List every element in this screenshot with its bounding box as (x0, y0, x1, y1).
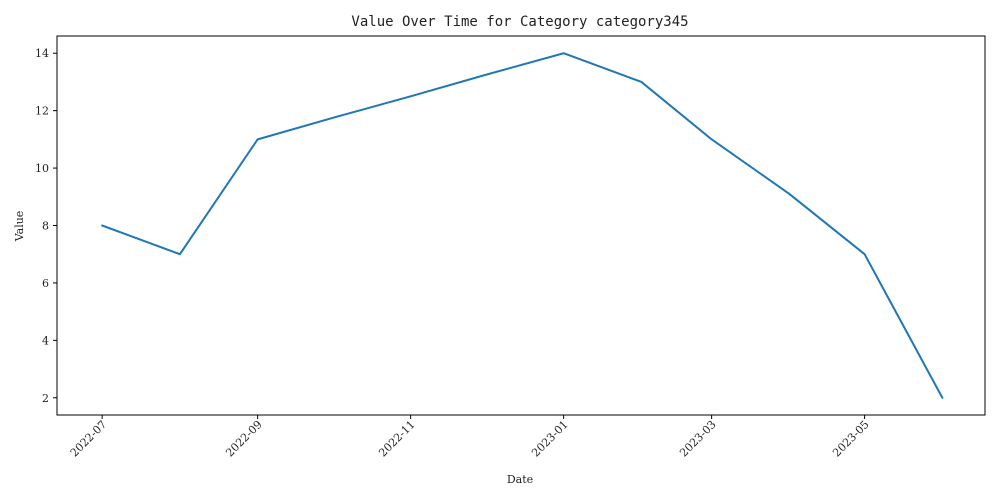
chart-title: Value Over Time for Category category345 (351, 14, 688, 30)
y-tick-label: 12 (35, 105, 49, 118)
y-tick-label: 2 (42, 392, 49, 405)
series-line (101, 52, 944, 399)
y-tick-label: 8 (42, 220, 49, 233)
x-tick-label: 2022-11 (376, 418, 418, 460)
x-axis-label: Date (507, 473, 533, 486)
y-tick-label: 6 (42, 277, 49, 290)
x-tick-label: 2023-05 (830, 418, 872, 460)
y-axis-label: Value (13, 211, 26, 243)
x-tick-label: 2023-01 (529, 418, 571, 460)
x-tick-label: 2023-03 (677, 418, 719, 460)
x-tick-label: 2022-07 (68, 418, 110, 460)
y-tick-label: 4 (42, 334, 49, 347)
x-tick-label: 2022-09 (223, 418, 265, 460)
y-axis: 2 4 6 8 10 12 14 (35, 47, 57, 405)
y-tick-label: 14 (35, 47, 49, 60)
x-axis: 2022-07 2022-09 2022-11 2023-01 2023-03 2023-… (68, 415, 872, 459)
y-tick-label: 10 (35, 162, 49, 175)
plot-frame (56, 35, 986, 416)
